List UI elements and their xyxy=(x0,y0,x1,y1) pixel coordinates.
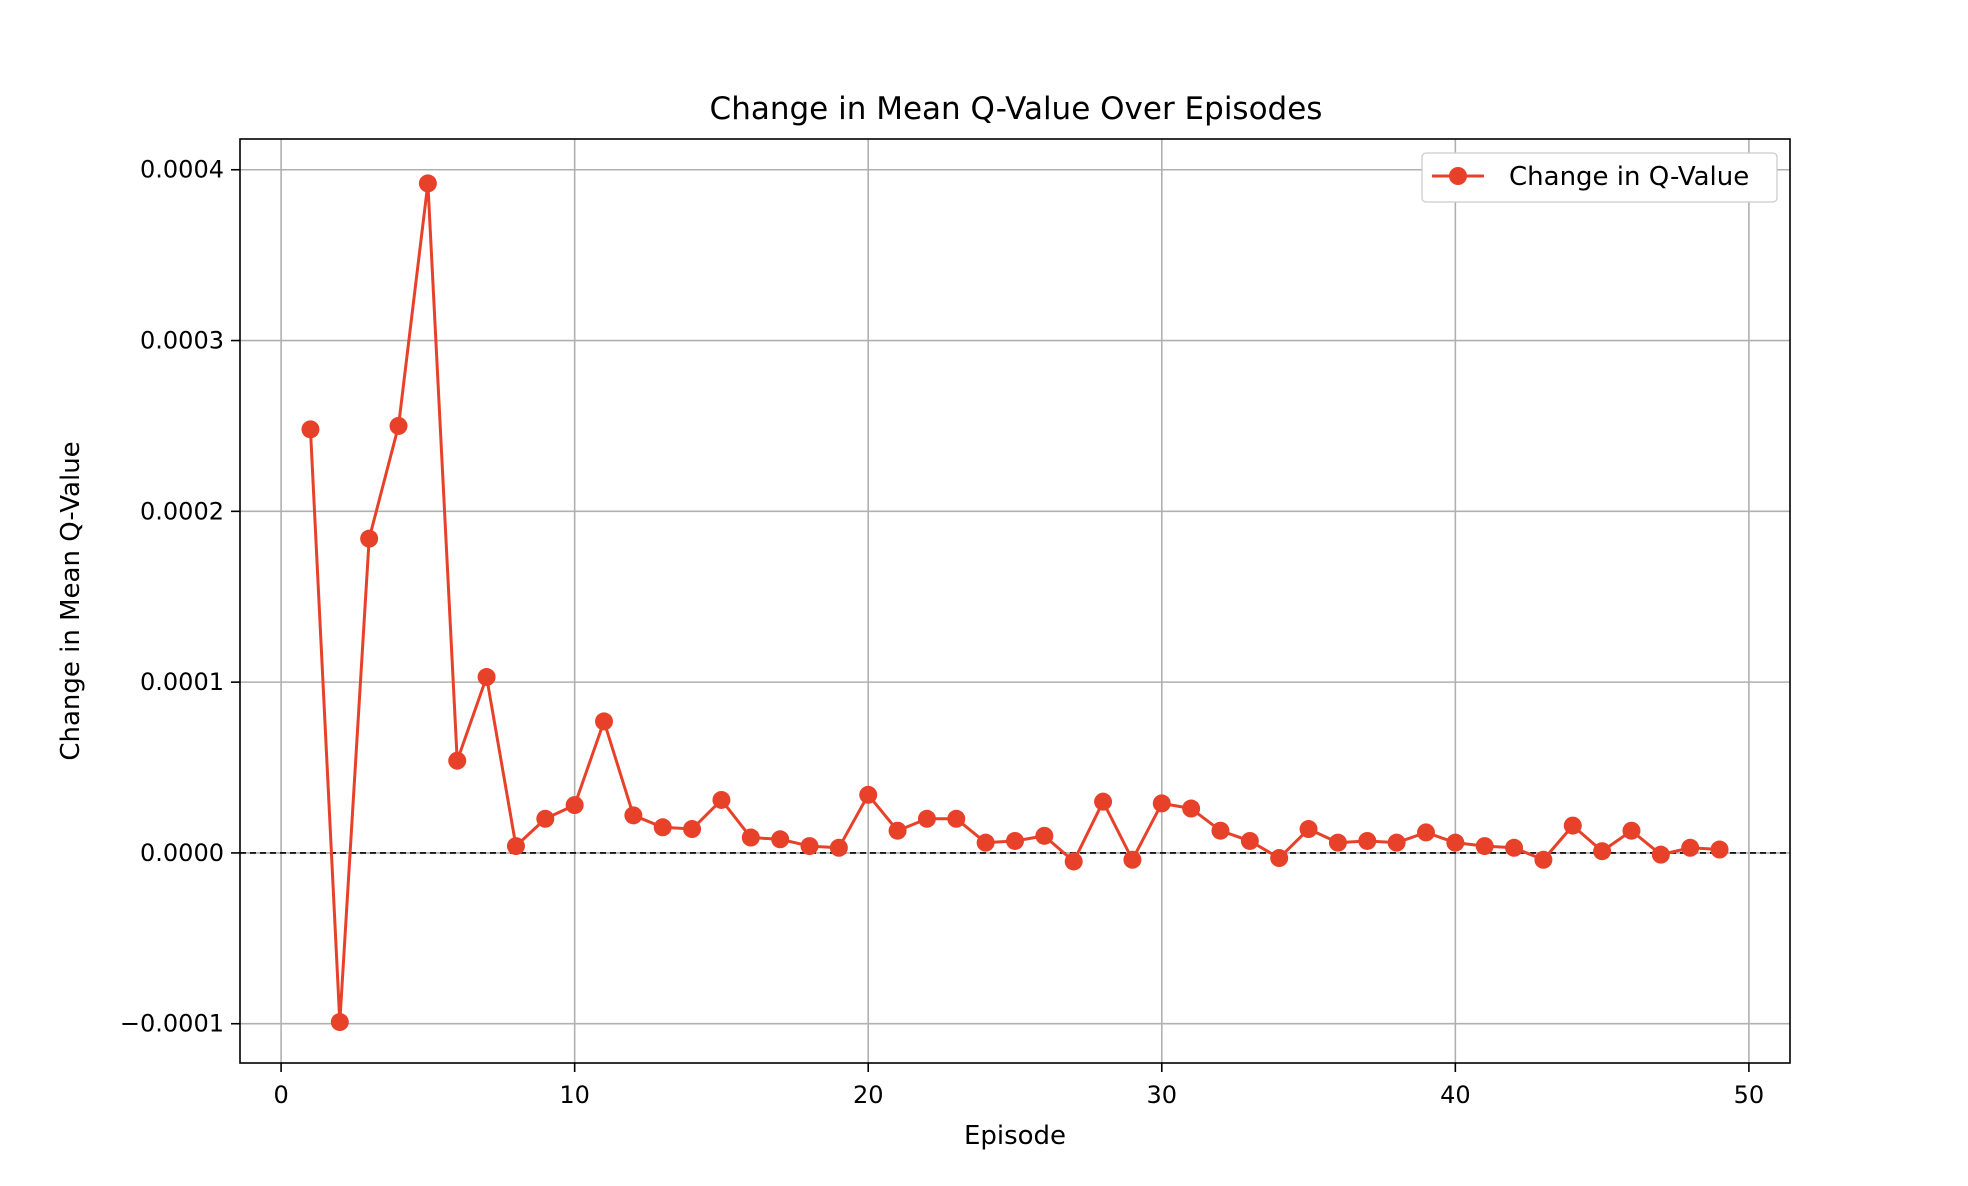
series-layer xyxy=(301,174,1729,1032)
data-point xyxy=(683,820,702,839)
data-point xyxy=(1358,831,1377,850)
y-tick-label: −0.0001 xyxy=(120,1010,224,1038)
data-point xyxy=(771,830,790,849)
data-point xyxy=(1563,816,1582,835)
data-point xyxy=(1064,852,1083,871)
data-point xyxy=(389,416,408,435)
data-point xyxy=(565,796,584,815)
data-point xyxy=(917,809,936,828)
data-point xyxy=(1240,831,1259,850)
x-tick-label: 10 xyxy=(559,1081,590,1109)
legend-marker-swatch xyxy=(1449,167,1467,185)
x-tick-label: 50 xyxy=(1734,1081,1765,1109)
data-point xyxy=(1152,794,1171,813)
plot-area-frame xyxy=(239,138,1791,1064)
data-point xyxy=(741,828,760,847)
data-point xyxy=(712,790,731,809)
data-point xyxy=(1094,792,1113,811)
data-point xyxy=(418,174,437,193)
data-point xyxy=(1416,823,1435,842)
data-point xyxy=(1505,838,1524,857)
data-point xyxy=(800,837,819,856)
data-point xyxy=(624,806,643,825)
data-point xyxy=(477,668,496,687)
data-point xyxy=(595,712,614,731)
x-tick-label: 40 xyxy=(1440,1081,1471,1109)
data-point xyxy=(1006,831,1024,850)
x-tick-label: 0 xyxy=(273,1081,288,1109)
x-tick-label: 30 xyxy=(1147,1081,1178,1109)
x-axis-label: Episode xyxy=(964,1121,1066,1151)
data-point xyxy=(1328,833,1347,852)
y-tick-label: 0.0000 xyxy=(140,839,224,867)
data-point xyxy=(1710,840,1729,859)
legend: Change in Q-Value xyxy=(1421,152,1778,203)
y-tick-label: 0.0004 xyxy=(140,156,224,184)
data-point xyxy=(1035,826,1054,845)
data-point xyxy=(506,837,525,856)
data-point xyxy=(1270,849,1289,868)
data-point xyxy=(1211,821,1230,840)
y-tick-label: 0.0003 xyxy=(140,327,224,355)
y-tick-label: 0.0002 xyxy=(140,497,224,525)
y-axis-label: Change in Mean Q-Value xyxy=(56,441,86,760)
data-point xyxy=(1622,821,1641,840)
data-point xyxy=(1299,820,1318,839)
x-tick-label: 20 xyxy=(853,1081,884,1109)
data-point xyxy=(360,529,379,548)
gridlines xyxy=(240,139,1790,1063)
data-point xyxy=(1182,799,1201,818)
data-point xyxy=(976,833,995,852)
chart-title: Change in Mean Q-Value Over Episodes xyxy=(710,91,1323,127)
x-axis-ticks: 0 10 20 30 40 50 xyxy=(273,1063,1764,1109)
data-point xyxy=(1123,850,1142,869)
data-point xyxy=(1593,842,1612,861)
data-point xyxy=(947,809,966,828)
data-point xyxy=(1446,833,1465,852)
data-point xyxy=(330,1013,349,1032)
data-point xyxy=(859,785,878,804)
data-point xyxy=(448,751,467,770)
y-tick-label: 0.0001 xyxy=(140,668,224,696)
data-point xyxy=(1534,850,1553,869)
data-point xyxy=(1651,845,1670,864)
y-axis-ticks: −0.0001 0.0000 0.0001 0.0002 0.0003 0.0004 xyxy=(120,156,240,1038)
data-point xyxy=(888,821,907,840)
legend-box xyxy=(1421,152,1778,203)
data-point xyxy=(1387,833,1406,852)
data-point xyxy=(653,818,672,837)
data-point xyxy=(536,809,555,828)
legend-entry-label: Change in Q-Value xyxy=(1509,162,1749,192)
data-point xyxy=(301,420,320,439)
data-point xyxy=(1475,837,1494,856)
data-point xyxy=(829,838,848,857)
data-point xyxy=(1681,838,1700,857)
